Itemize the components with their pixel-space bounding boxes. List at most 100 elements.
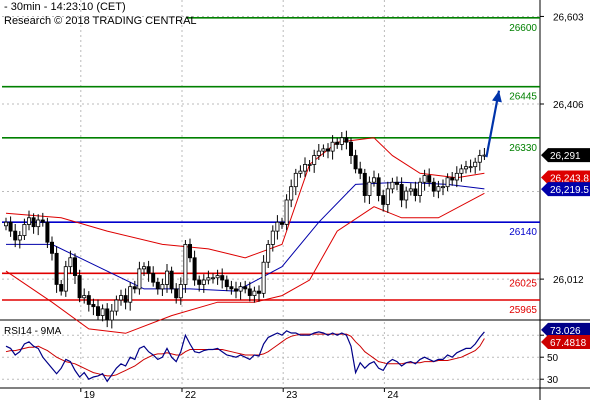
candle xyxy=(459,164,464,182)
candle xyxy=(123,288,128,310)
candle xyxy=(417,177,422,203)
candle xyxy=(399,177,404,208)
time-tick-label: 23 xyxy=(286,390,298,400)
candle xyxy=(344,130,349,150)
candle xyxy=(445,173,450,192)
price-tick-label: 26,603 xyxy=(553,12,584,23)
candle xyxy=(229,280,234,295)
candle xyxy=(59,280,64,296)
candle xyxy=(238,282,243,300)
projection-arrow-shaft xyxy=(485,90,501,158)
candle xyxy=(422,169,427,191)
candle xyxy=(325,143,330,159)
candle xyxy=(141,262,146,276)
level-label-26445: 26445 xyxy=(509,92,537,103)
time-tick-label: 19 xyxy=(84,390,96,400)
price-tag-2: 26,219.5 xyxy=(541,182,590,197)
candle xyxy=(450,172,455,186)
indicator-lines xyxy=(5,137,485,334)
candle xyxy=(210,273,215,284)
candle xyxy=(63,260,68,297)
candle xyxy=(376,173,381,202)
moving-average-line xyxy=(6,181,485,292)
time-tick-label: 22 xyxy=(185,390,197,400)
svg-text:73.026: 73.026 xyxy=(550,326,581,337)
bollinger-upper-line xyxy=(5,137,485,259)
candle xyxy=(119,289,124,306)
candle xyxy=(17,231,22,249)
candle xyxy=(224,275,229,292)
candle xyxy=(151,266,156,287)
price-axis: 26,603 26,406 26,012 26,291 26,243.826,219.5 xyxy=(540,12,590,286)
candle xyxy=(339,132,344,151)
level-label-26330: 26330 xyxy=(509,143,537,154)
candle xyxy=(312,149,317,173)
candle xyxy=(367,176,372,204)
candle xyxy=(473,157,478,174)
candle xyxy=(132,280,137,294)
candle xyxy=(266,240,271,268)
candle xyxy=(427,168,432,187)
candle xyxy=(201,274,206,293)
candle xyxy=(183,240,188,293)
candle xyxy=(45,217,50,248)
candle xyxy=(233,281,238,299)
candle xyxy=(206,270,211,285)
rsi-title: RSI14 - 9MA xyxy=(4,326,62,337)
candle xyxy=(8,216,13,237)
candle xyxy=(109,304,114,329)
candle xyxy=(155,277,160,295)
candle xyxy=(73,253,78,284)
level-label-26140: 26140 xyxy=(509,227,537,238)
candle xyxy=(436,180,441,199)
candle xyxy=(404,186,409,209)
candle xyxy=(146,260,151,282)
projection-arrow xyxy=(485,90,502,158)
candle xyxy=(394,176,399,191)
rsi-tick-label: 30 xyxy=(547,375,559,386)
candle xyxy=(440,179,445,196)
candle xyxy=(307,160,312,172)
candle xyxy=(289,179,294,208)
candle xyxy=(279,217,284,229)
candle xyxy=(4,217,9,231)
level-label-26025: 26025 xyxy=(509,278,537,289)
candle xyxy=(114,295,119,316)
candle xyxy=(40,212,45,227)
candle xyxy=(13,224,18,248)
candle xyxy=(50,236,55,261)
candle xyxy=(463,160,468,174)
candle xyxy=(128,282,133,311)
price-tag-0: 26,291 xyxy=(541,148,590,163)
candle xyxy=(36,214,41,236)
candle xyxy=(100,304,105,322)
candle xyxy=(381,189,386,212)
candle xyxy=(413,181,418,202)
rsi-tag-1: 67.4818 xyxy=(541,334,590,349)
candle xyxy=(96,299,101,320)
candle xyxy=(192,250,197,286)
candle xyxy=(215,269,220,285)
candle xyxy=(54,246,59,293)
candle xyxy=(220,268,225,289)
candle xyxy=(137,261,142,295)
rsi-tag-0: 73.026 xyxy=(541,322,590,337)
candle xyxy=(477,149,482,171)
rsi-tick-label: 50 xyxy=(547,353,559,364)
level-label-26600: 26600 xyxy=(509,23,537,34)
candle xyxy=(82,288,87,304)
svg-text:67.4818: 67.4818 xyxy=(550,338,587,349)
candle xyxy=(174,283,179,304)
candle xyxy=(68,250,73,274)
candle xyxy=(353,149,358,174)
candle xyxy=(77,269,82,303)
candle xyxy=(371,170,376,187)
svg-text:26,219.5: 26,219.5 xyxy=(550,185,589,196)
candle xyxy=(160,278,165,296)
header-timeframe: - 30min - 14:23:10 (CET) xyxy=(4,1,126,13)
price-tick-label: 26,012 xyxy=(553,275,584,286)
candle xyxy=(302,157,307,177)
